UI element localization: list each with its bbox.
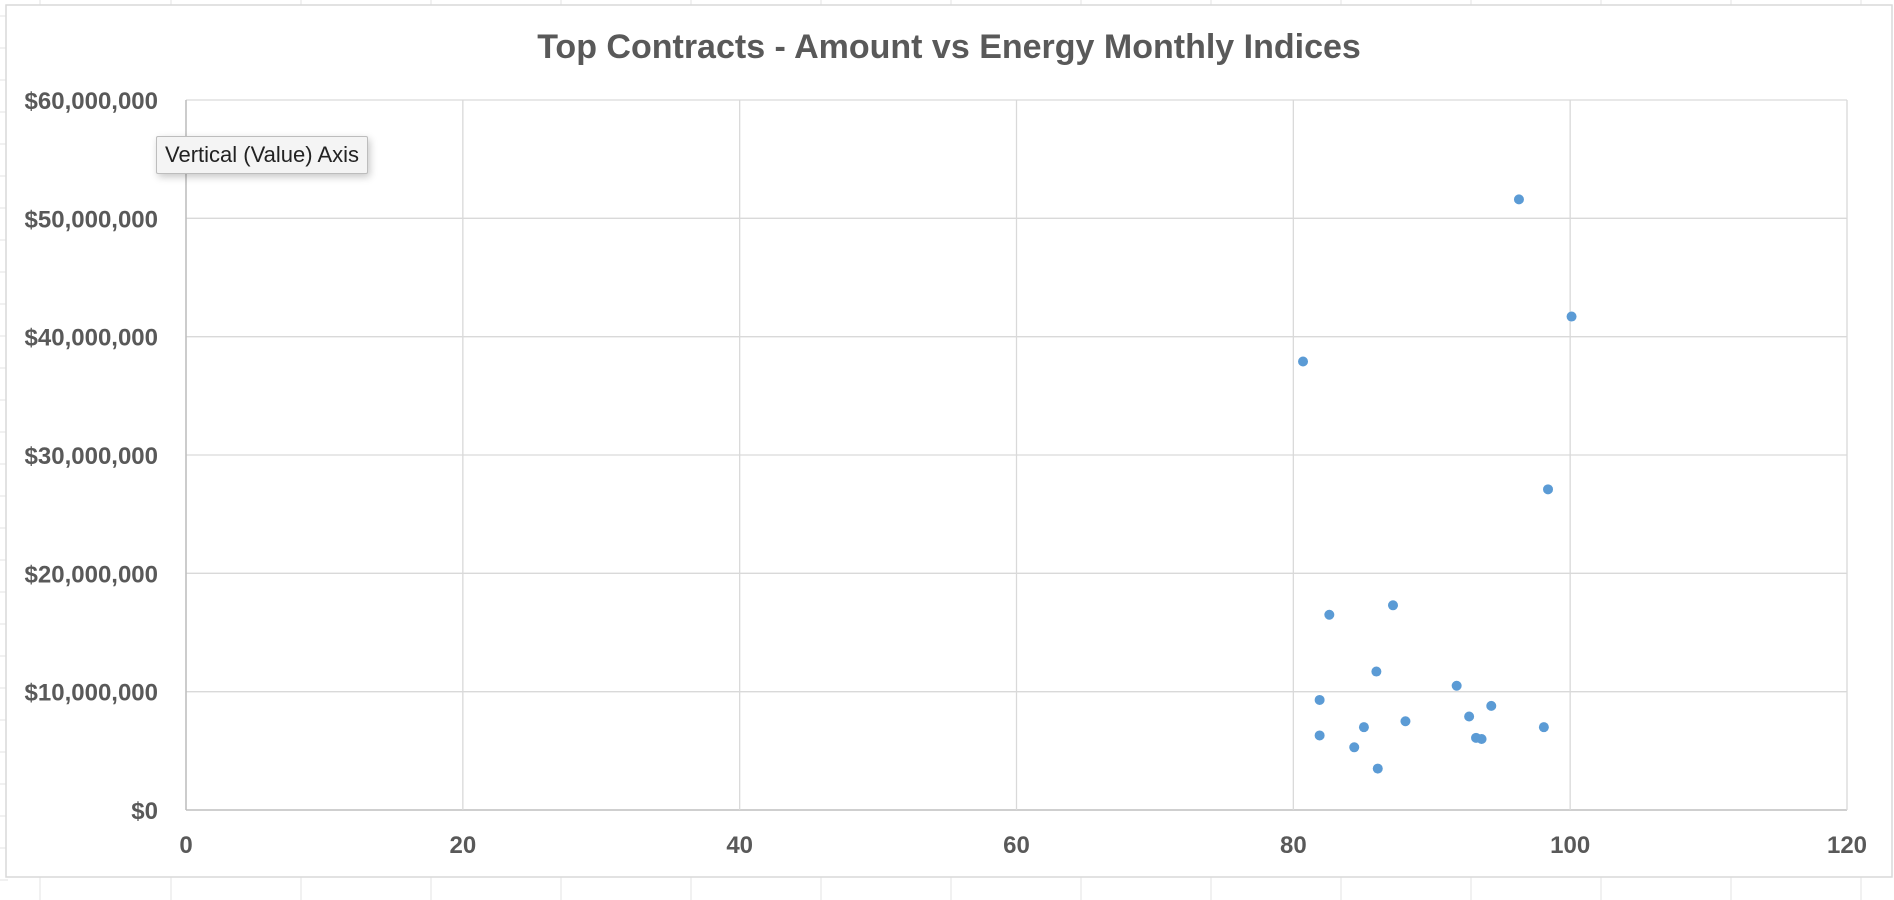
x-tick-label: 40 — [726, 832, 753, 859]
data-point[interactable] — [1464, 711, 1475, 722]
tooltip-text: Vertical (Value) Axis — [165, 142, 360, 167]
y-tick-label: $50,000,000 — [25, 206, 158, 233]
data-point[interactable] — [1566, 311, 1577, 322]
y-tick-label: $20,000,000 — [25, 561, 158, 588]
data-point[interactable] — [1349, 742, 1360, 753]
x-tick-label: 80 — [1280, 832, 1307, 859]
data-point[interactable] — [1451, 680, 1462, 691]
y-tick-label: $40,000,000 — [25, 325, 158, 352]
data-point[interactable] — [1538, 722, 1549, 733]
data-point[interactable] — [1387, 600, 1398, 611]
data-point[interactable] — [1476, 734, 1487, 744]
data-point[interactable] — [1358, 722, 1369, 733]
axis-tooltip: Vertical (Value) Axis — [156, 136, 369, 174]
data-point[interactable] — [1324, 609, 1335, 620]
x-tick-label: 60 — [1003, 832, 1030, 859]
data-point[interactable] — [1314, 730, 1325, 741]
chart-title: Top Contracts - Amount vs Energy Monthly… — [537, 28, 1361, 66]
y-tick-label: $30,000,000 — [25, 443, 158, 470]
y-tick-label: $0 — [131, 798, 158, 825]
x-tick-label: 0 — [179, 832, 192, 859]
data-point[interactable] — [1298, 356, 1309, 367]
data-point[interactable] — [1314, 694, 1325, 705]
data-point[interactable] — [1371, 666, 1382, 677]
x-tick-label: 120 — [1827, 832, 1867, 859]
x-tick-label: 20 — [449, 832, 476, 859]
y-tick-label: $60,000,000 — [25, 88, 158, 115]
data-point[interactable] — [1513, 194, 1524, 205]
x-tick-label: 100 — [1550, 832, 1590, 859]
data-point[interactable] — [1486, 700, 1497, 711]
data-point[interactable] — [1543, 484, 1554, 495]
data-point[interactable] — [1372, 763, 1383, 774]
y-tick-label: $10,000,000 — [25, 680, 158, 707]
data-point[interactable] — [1400, 716, 1411, 727]
